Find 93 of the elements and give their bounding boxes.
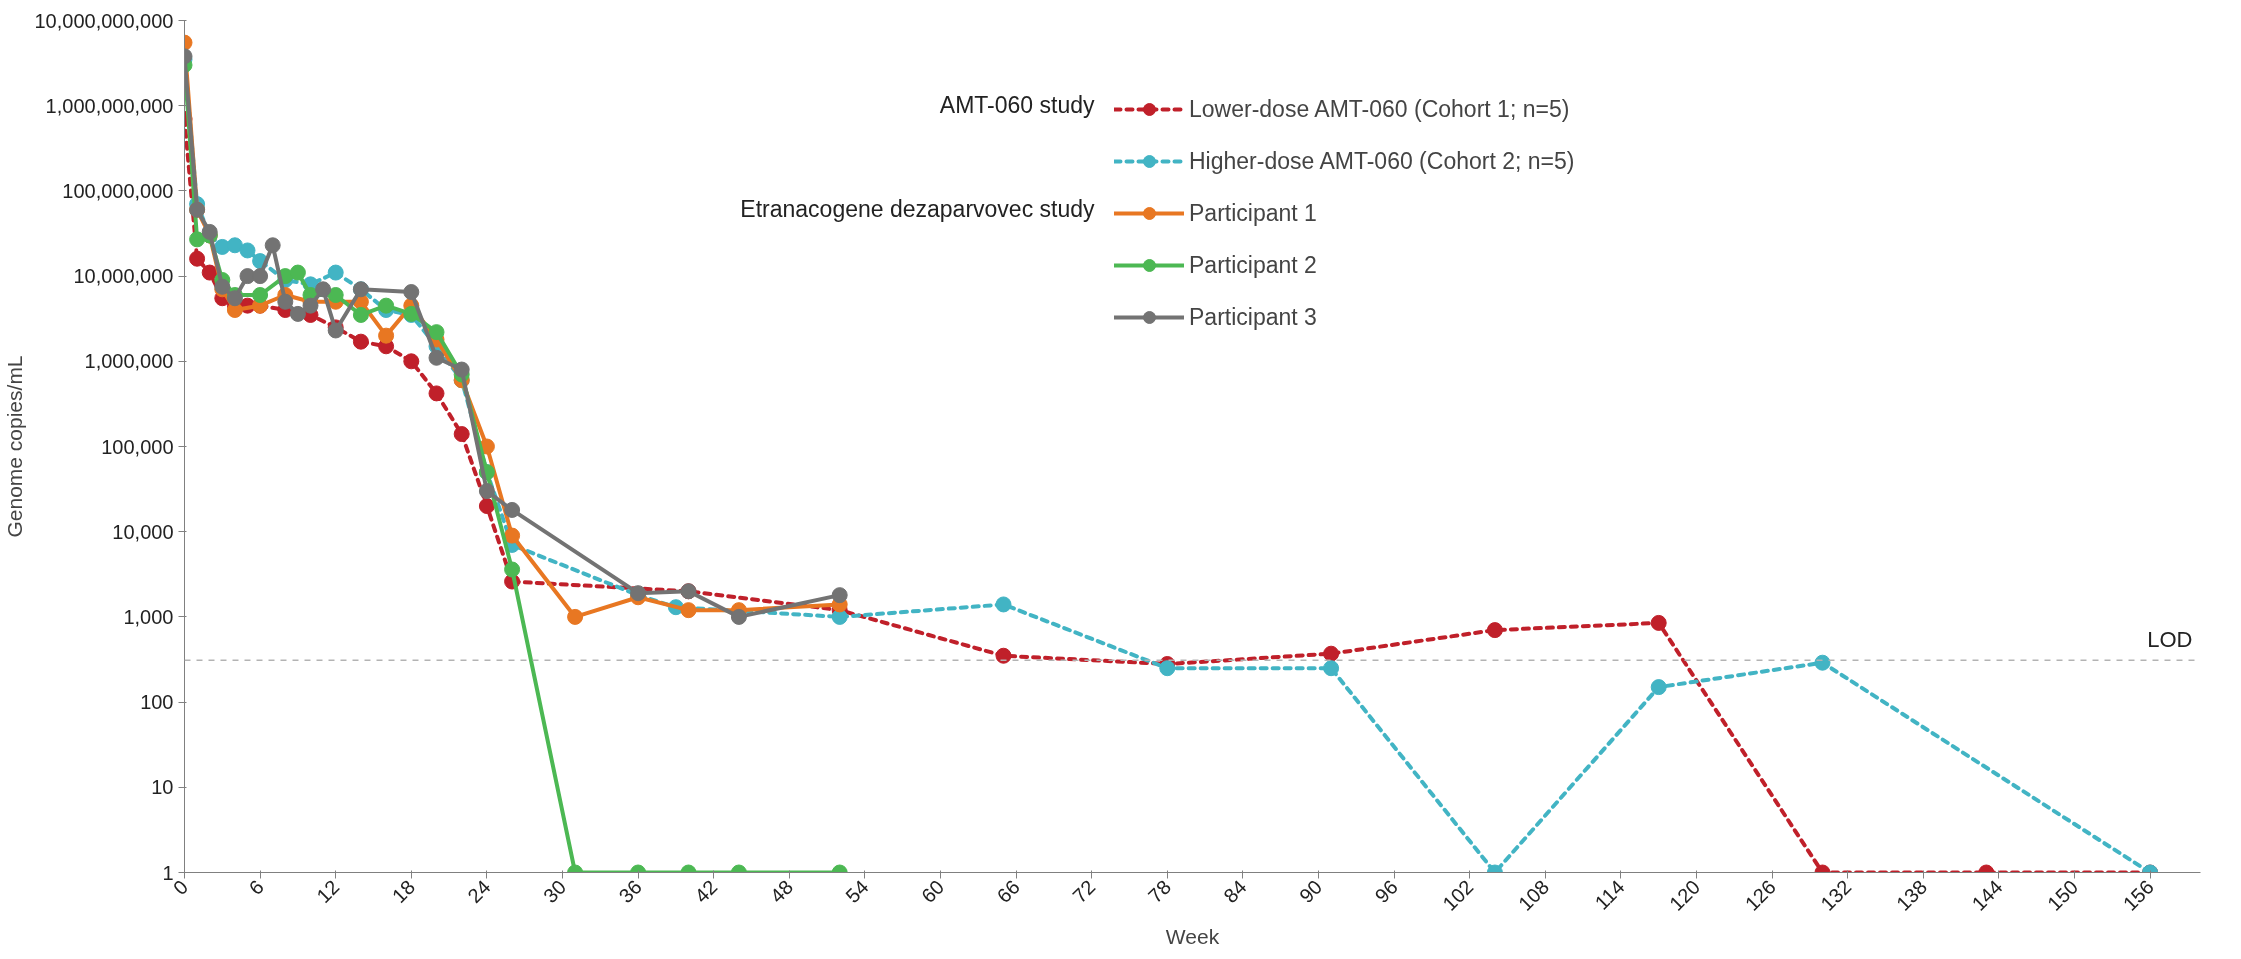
point bbox=[252, 268, 269, 285]
ref-line-label: LOD bbox=[2147, 627, 2193, 653]
point bbox=[352, 306, 369, 323]
point bbox=[226, 290, 243, 307]
point bbox=[264, 237, 281, 254]
point bbox=[201, 264, 218, 281]
point bbox=[478, 483, 495, 500]
point bbox=[403, 353, 420, 370]
point bbox=[428, 385, 445, 402]
point bbox=[302, 297, 319, 314]
x-tick-label: 96 bbox=[1370, 875, 1402, 908]
y-tick-label: 1 bbox=[162, 861, 174, 884]
point bbox=[504, 527, 521, 544]
point bbox=[289, 305, 306, 322]
y-tick-label: 1,000 bbox=[123, 605, 174, 628]
y-tick-label: 1,000,000,000 bbox=[45, 94, 174, 117]
point bbox=[478, 498, 495, 515]
point bbox=[453, 426, 470, 443]
x-tick-label: 102 bbox=[1438, 875, 1478, 915]
point bbox=[239, 242, 256, 259]
y-tick-label: 10 bbox=[151, 776, 174, 799]
x-tick-label: 24 bbox=[463, 875, 495, 908]
x-axis-title: Week bbox=[1165, 925, 1220, 948]
x-tick-label: 78 bbox=[1143, 875, 1176, 908]
legend-label: Higher-dose AMT-060 (Cohort 2; n=5) bbox=[1189, 146, 1575, 176]
x-tick-label: 36 bbox=[614, 875, 646, 908]
point bbox=[1159, 660, 1176, 677]
legend-label: Participant 3 bbox=[1189, 302, 1317, 332]
point bbox=[327, 287, 344, 303]
x-tick-label: 114 bbox=[1590, 875, 1629, 914]
y-tick-label: 1,000,000 bbox=[84, 350, 174, 373]
point bbox=[189, 231, 206, 248]
x-tick-label: 72 bbox=[1068, 875, 1100, 908]
point bbox=[1814, 654, 1831, 671]
point bbox=[289, 264, 306, 281]
point bbox=[504, 501, 521, 518]
point bbox=[327, 264, 344, 281]
y-tick-label: 10,000,000,000 bbox=[34, 9, 174, 32]
point bbox=[730, 608, 747, 625]
y-tick-label: 10,000 bbox=[112, 520, 174, 543]
point bbox=[831, 587, 848, 604]
x-tick-label: 18 bbox=[387, 875, 420, 908]
x-tick-label: 132 bbox=[1816, 875, 1856, 915]
x-tick-label: 126 bbox=[1740, 875, 1780, 915]
point bbox=[1650, 679, 1667, 696]
point bbox=[1323, 660, 1340, 677]
point bbox=[226, 237, 243, 254]
x-tick-label: 54 bbox=[841, 875, 873, 908]
point bbox=[277, 293, 294, 310]
point bbox=[352, 333, 369, 350]
x-tick-label: 48 bbox=[765, 875, 798, 908]
x-tick-label: 156 bbox=[2118, 875, 2158, 915]
x-tick-label: 120 bbox=[1665, 875, 1705, 915]
point bbox=[378, 297, 395, 314]
legend-label: Participant 2 bbox=[1189, 250, 1317, 280]
annotation: Etranacogene dezaparvovec study bbox=[740, 195, 1095, 222]
x-tick-label: 84 bbox=[1219, 875, 1251, 908]
y-axis-title: Genome copies/mL bbox=[3, 355, 27, 538]
point bbox=[403, 284, 420, 301]
x-tick-label: 90 bbox=[1294, 875, 1327, 908]
y-tick-label: 100 bbox=[140, 691, 174, 714]
point bbox=[201, 223, 218, 240]
x-tick-label: 66 bbox=[992, 875, 1024, 908]
y-tick-label: 100,000,000 bbox=[62, 179, 174, 202]
y-tick-label: 10,000,000 bbox=[73, 265, 174, 288]
x-tick-label: 150 bbox=[2043, 875, 2083, 915]
point bbox=[428, 349, 445, 366]
x-tick-label: 42 bbox=[690, 875, 722, 908]
point bbox=[1650, 614, 1667, 631]
legend-label: Lower-dose AMT-060 (Cohort 1; n=5) bbox=[1189, 94, 1570, 124]
point bbox=[189, 250, 206, 267]
point bbox=[680, 602, 697, 619]
x-tick-label: 30 bbox=[538, 875, 571, 908]
annotation: AMT-060 study bbox=[939, 91, 1095, 118]
point bbox=[567, 608, 584, 625]
point bbox=[453, 361, 470, 378]
x-tick-label: 12 bbox=[312, 875, 344, 908]
point bbox=[1323, 645, 1340, 662]
x-tick-label: 6 bbox=[244, 875, 268, 900]
point bbox=[315, 281, 332, 298]
x-tick-label: 60 bbox=[916, 875, 949, 908]
point bbox=[428, 324, 445, 341]
point bbox=[252, 287, 269, 303]
point bbox=[378, 327, 395, 344]
point bbox=[1486, 622, 1503, 639]
x-tick-label: 108 bbox=[1513, 875, 1554, 915]
x-tick-label: 138 bbox=[1891, 875, 1932, 915]
point bbox=[995, 596, 1012, 613]
y-tick-label: 100,000 bbox=[101, 435, 174, 458]
x-tick-label: 144 bbox=[1967, 875, 2007, 915]
point bbox=[504, 561, 521, 578]
legend-label: Participant 1 bbox=[1189, 198, 1317, 228]
point bbox=[995, 647, 1012, 664]
